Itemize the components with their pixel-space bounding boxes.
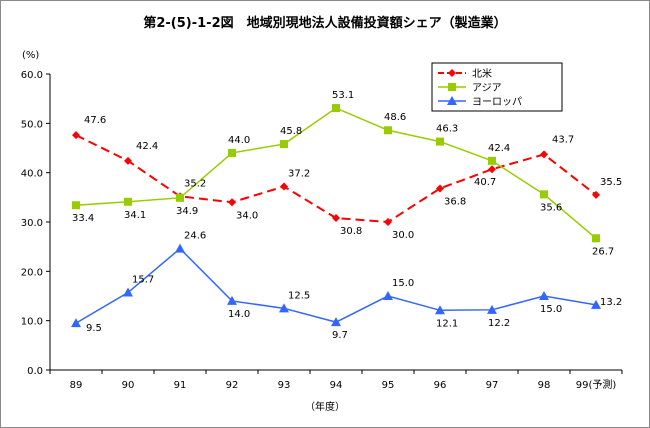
data-point-asia [332, 104, 340, 113]
x-tick-label: 93 [278, 380, 291, 391]
data-point-na [384, 218, 392, 226]
chart-title: 第2-(5)-1-2図 地域別現地法人設備投資額シェア（製造業） [143, 15, 506, 31]
data-label-eu: 15.0 [540, 304, 562, 315]
data-label-na: 43.7 [552, 134, 574, 145]
data-point-asia [384, 126, 392, 135]
data-point-asia [124, 197, 132, 206]
data-point-asia [488, 156, 496, 165]
data-label-asia: 33.4 [72, 213, 94, 224]
data-labels: 47.6 42.4 35.2 34.0 37.2 30.8 30.0 36.8 40.7 43.7… [72, 90, 622, 341]
data-label-asia: 35.6 [540, 202, 562, 213]
x-tick-label: 89 [70, 380, 83, 391]
data-label-na: 30.0 [392, 230, 414, 241]
data-point-na [488, 165, 496, 174]
data-point-eu [591, 299, 601, 309]
data-label-na: 40.7 [474, 177, 496, 188]
data-label-eu: 9.7 [332, 330, 348, 341]
y-tick-label: 10.0 [21, 317, 43, 328]
data-label-eu: 15.7 [132, 275, 154, 286]
data-point-eu [435, 305, 445, 315]
data-label-na: 35.2 [184, 178, 206, 189]
data-point-asia [592, 234, 600, 243]
x-tick-label: 91 [174, 380, 187, 391]
legend-label-asia: アジア [472, 83, 502, 94]
data-point-eu [487, 304, 497, 314]
x-tick-label: 96 [434, 380, 447, 391]
data-point-na [332, 214, 340, 223]
x-tick-label: 90 [122, 380, 135, 391]
y-tick-label: 50.0 [21, 119, 43, 130]
data-label-na: 35.5 [600, 177, 622, 188]
data-label-asia: 34.9 [176, 206, 198, 217]
data-label-na: 36.8 [444, 196, 466, 207]
x-axis-label: （年度） [305, 400, 345, 413]
data-point-eu [175, 243, 185, 253]
data-point-asia [280, 140, 288, 149]
x-tick-label: 95 [382, 380, 395, 391]
data-label-asia: 45.8 [280, 126, 302, 137]
data-point-asia [72, 201, 80, 210]
data-point-eu [227, 295, 237, 305]
x-tick-label: 94 [330, 380, 343, 391]
data-point-asia [436, 137, 444, 146]
data-label-asia: 26.7 [592, 246, 614, 257]
legend-label-eu: ヨーロッパ [472, 96, 522, 108]
data-label-eu: 24.6 [184, 231, 206, 242]
data-label-eu: 9.5 [86, 323, 102, 334]
y-axis-unit: (%) [22, 50, 39, 61]
data-label-na: 37.2 [288, 168, 310, 179]
data-point-eu [383, 291, 393, 300]
data-point-na [228, 198, 236, 207]
data-point-asia [176, 193, 184, 202]
data-label-asia: 46.3 [436, 124, 458, 135]
x-tick-label: 97 [486, 380, 499, 391]
data-point-eu [71, 318, 81, 328]
data-label-asia: 53.1 [332, 90, 354, 101]
data-label-eu: 12.2 [488, 318, 510, 329]
y-tick-label: 30.0 [21, 218, 43, 229]
y-tick-label: 0.0 [27, 366, 43, 377]
data-point-eu [539, 291, 549, 300]
series-line-eu [75, 247, 597, 324]
data-point-eu [123, 287, 133, 297]
legend-marker-asia [448, 83, 456, 91]
legend-marker-eu [447, 96, 457, 105]
data-label-eu: 15.0 [392, 278, 414, 289]
data-label-na: 30.8 [340, 226, 362, 237]
legend-label-na: 北米 [472, 67, 492, 80]
data-label-asia: 34.1 [124, 210, 146, 221]
data-point-na [592, 190, 600, 199]
y-tick-label: 60.0 [21, 70, 43, 81]
axes: 0.0 10.0 20.0 30.0 40.0 50.0 60.0 89 90 91 92 93 94 9… [21, 70, 623, 391]
series-layer [71, 104, 601, 328]
legend-marker-na [448, 69, 456, 77]
data-point-eu [331, 317, 341, 327]
data-label-na: 47.6 [84, 115, 106, 126]
y-tick-label: 20.0 [21, 267, 43, 278]
data-label-eu: 12.5 [288, 290, 310, 301]
data-label-asia: 48.6 [384, 112, 406, 123]
data-point-na [540, 150, 548, 159]
data-point-na [124, 156, 132, 165]
data-label-asia: 42.4 [488, 143, 510, 154]
x-tick-label: 99(予測) [576, 378, 617, 391]
data-point-na [436, 184, 444, 193]
data-label-eu: 13.2 [600, 297, 622, 308]
data-label-na: 42.4 [136, 141, 158, 152]
data-label-na: 34.0 [236, 210, 258, 221]
y-tick-label: 40.0 [21, 169, 43, 180]
data-point-asia [228, 148, 236, 157]
data-label-asia: 44.0 [228, 135, 250, 146]
data-label-eu: 14.0 [228, 309, 250, 320]
data-point-na [72, 131, 80, 140]
data-label-eu: 12.1 [436, 318, 458, 329]
data-point-eu [279, 303, 289, 313]
x-tick-label: 92 [226, 380, 239, 391]
data-point-asia [540, 190, 548, 199]
x-tick-label: 98 [538, 380, 551, 391]
data-point-na [280, 182, 288, 191]
